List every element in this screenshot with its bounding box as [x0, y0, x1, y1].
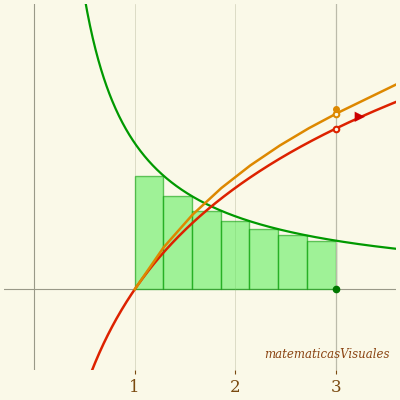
Bar: [164, 196, 192, 289]
Bar: [250, 229, 278, 289]
Bar: [135, 176, 164, 289]
Bar: [278, 236, 307, 289]
Bar: [192, 211, 221, 289]
Bar: [307, 241, 336, 289]
Bar: [221, 221, 250, 289]
Text: matematicasVisuales: matematicasVisuales: [264, 348, 390, 361]
